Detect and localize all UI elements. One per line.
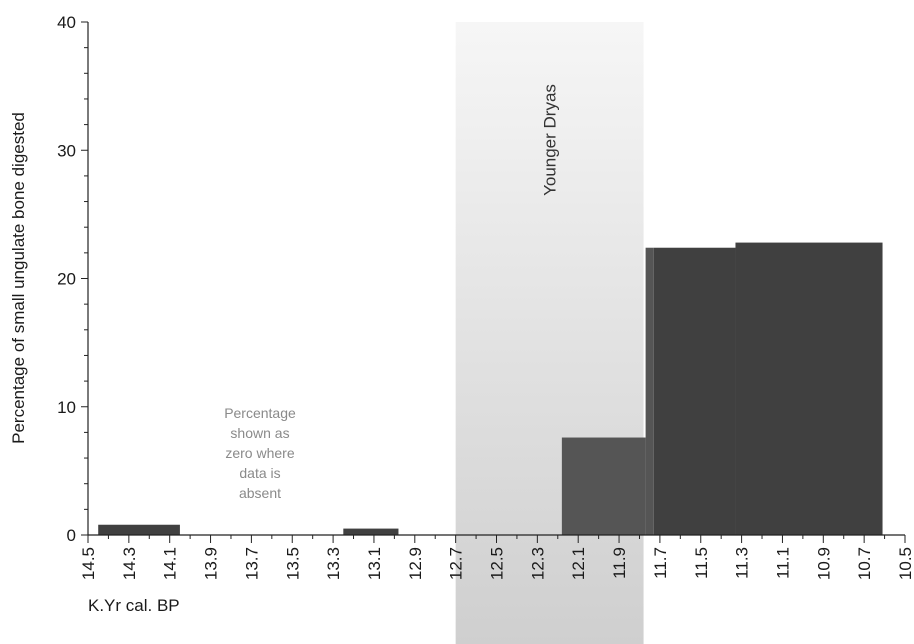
x-tick-label: 11.5 <box>692 547 711 579</box>
annotation-line: data is <box>239 465 280 481</box>
bar <box>98 524 180 535</box>
x-tick-label: 14.1 <box>161 547 180 580</box>
bar <box>645 247 654 535</box>
x-tick-label: 13.3 <box>324 547 343 580</box>
x-tick-label: 13.9 <box>202 547 221 580</box>
y-tick-label: 30 <box>57 141 76 160</box>
x-tick-label: 13.1 <box>365 547 384 580</box>
y-tick-label: 40 <box>57 13 76 32</box>
x-tick-label: 12.7 <box>447 547 466 580</box>
bar <box>653 247 736 535</box>
y-tick-label: 10 <box>57 398 76 417</box>
x-tick-label: 11.9 <box>610 547 629 579</box>
x-tick-label: 14.3 <box>120 547 139 580</box>
x-axis-title: K.Yr cal. BP <box>88 596 180 615</box>
annotation-line: zero where <box>225 445 294 461</box>
y-tick-label: 20 <box>57 270 76 289</box>
bar <box>561 437 646 535</box>
annotation-line: absent <box>239 485 281 501</box>
bar <box>343 528 399 535</box>
y-tick-label: 0 <box>67 526 76 545</box>
bar-layer <box>98 242 883 535</box>
x-tick-label: 10.5 <box>896 547 914 580</box>
annotation-line: shown as <box>230 425 289 441</box>
y-axis-title: Percentage of small ungulate bone digest… <box>9 112 28 444</box>
axis-layer <box>81 21 906 543</box>
x-tick-label: 13.5 <box>283 547 302 580</box>
annotation-line: Percentage <box>224 405 296 421</box>
x-tick-label: 11.3 <box>733 547 752 579</box>
x-tick-label: 11.7 <box>651 547 670 579</box>
region-label: Younger Dryas <box>541 84 560 196</box>
x-tick-label: 10.7 <box>855 547 874 580</box>
x-tick-label: 11.1 <box>773 547 792 579</box>
region-band <box>455 22 644 644</box>
x-tick-label: 12.1 <box>569 547 588 580</box>
x-tick-label: 13.7 <box>242 547 261 580</box>
x-tick-label: 14.5 <box>79 547 98 580</box>
x-tick-label: 12.3 <box>528 547 547 580</box>
bar <box>735 242 883 535</box>
x-tick-label: 10.9 <box>814 547 833 580</box>
label-layer: Younger Dryas 0 10 20 30 40 14.5 14.3 14.1 13.9 13… <box>9 13 914 615</box>
x-tick-label: 12.5 <box>488 547 507 580</box>
region-layer <box>455 22 644 644</box>
x-tick-label: 12.9 <box>406 547 425 580</box>
